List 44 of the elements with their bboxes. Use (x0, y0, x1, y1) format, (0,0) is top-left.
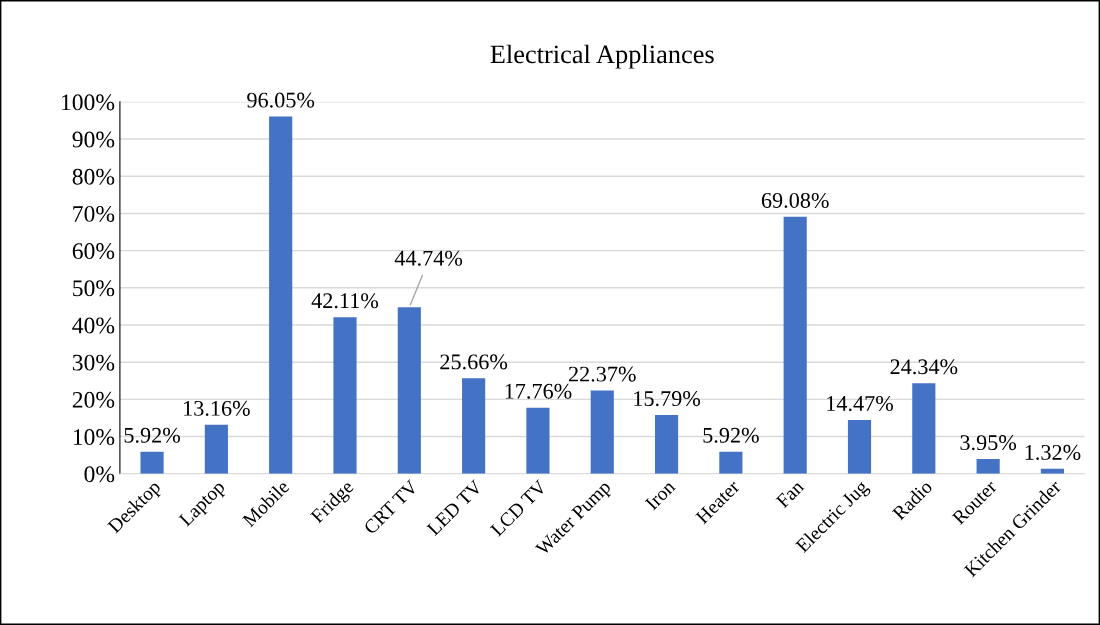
bar (590, 390, 614, 474)
x-tick-label: Iron (644, 479, 677, 511)
bar (333, 317, 357, 474)
bar (847, 419, 872, 474)
data-label: 13.16% (184, 400, 250, 416)
data-label: 15.79% (634, 391, 701, 407)
y-tick-label: 20% (72, 391, 115, 408)
data-label: 14.47% (827, 395, 893, 412)
y-tick-label: 100% (62, 94, 115, 111)
y-tick-label: 10% (73, 429, 115, 446)
bar (204, 424, 228, 474)
bar (140, 451, 164, 474)
bar (526, 407, 550, 474)
bar (719, 451, 743, 474)
y-tick-label: 30% (72, 354, 115, 371)
bar (269, 116, 293, 474)
data-label: 17.76% (505, 383, 572, 399)
data-label: 69.08% (761, 192, 829, 208)
data-label: 44.74% (394, 250, 463, 266)
data-label: 96.05% (247, 92, 315, 108)
data-label: 3.95% (960, 435, 1017, 451)
bar (397, 307, 421, 474)
data-label: 42.11% (311, 293, 379, 309)
data-label: 25.66% (440, 354, 508, 370)
data-label: 1.32% (1025, 444, 1081, 460)
x-tick-label: CRT TV (363, 479, 419, 535)
y-tick-label: 40% (72, 317, 115, 334)
y-tick-label: 60% (72, 243, 115, 260)
bar (783, 216, 807, 474)
y-tick-label: 90% (72, 131, 115, 148)
y-tick-label: 50% (73, 280, 115, 297)
bar (462, 378, 486, 474)
data-label: 24.34% (890, 359, 958, 375)
bar (654, 415, 679, 474)
bar (912, 383, 936, 474)
y-tick-label: 70% (73, 205, 115, 222)
data-label: 5.92% (703, 427, 759, 443)
x-tick-label: LED TV (426, 479, 484, 537)
data-label: 22.37% (568, 366, 636, 382)
y-tick-label: 80% (72, 168, 115, 185)
data-label: 5.92% (124, 427, 180, 443)
bar (976, 459, 1000, 474)
chart-title: Electrical Appliances (490, 44, 714, 69)
y-tick-label: 0% (84, 466, 115, 483)
